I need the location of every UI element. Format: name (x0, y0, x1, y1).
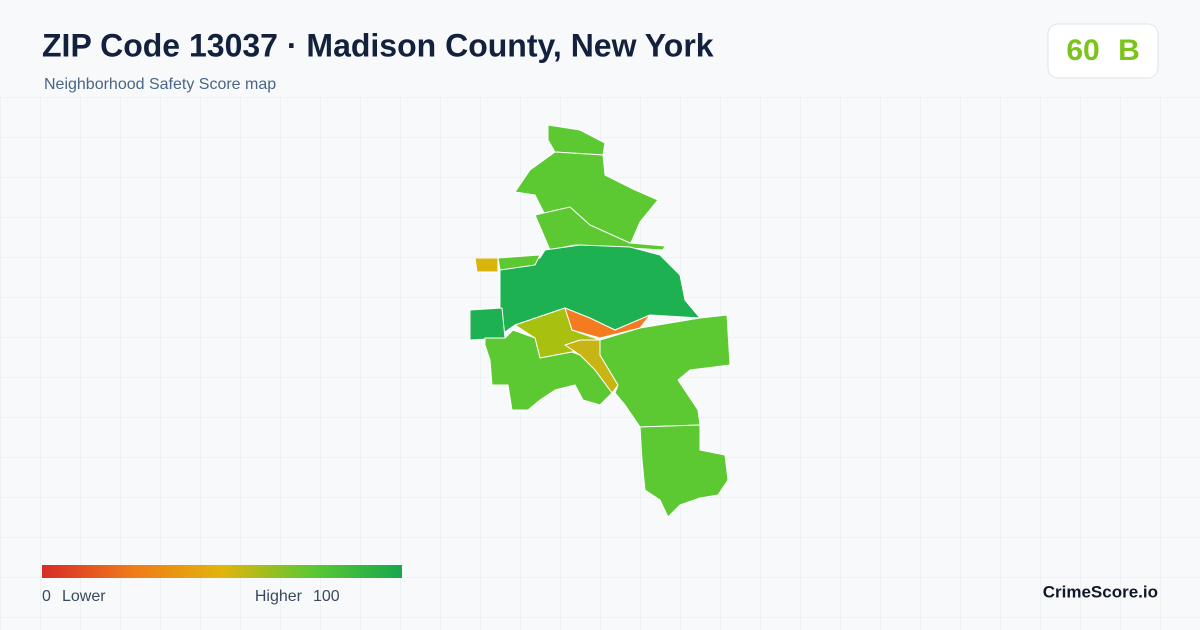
map (469, 124, 731, 518)
score-value: 60 (1066, 34, 1099, 67)
area (469, 307, 506, 341)
area (499, 244, 701, 341)
area (639, 424, 729, 518)
area (599, 314, 731, 428)
area (474, 257, 499, 273)
legend-scale (42, 565, 402, 578)
legend-max: 100 (313, 588, 340, 605)
subtitle: Neighborhood Safety Score map (44, 76, 276, 93)
brand: CrimeScore.io (1043, 582, 1158, 601)
legend-min-label: Lower (62, 588, 106, 605)
legend-min: 0 (42, 588, 51, 605)
score-grade: B (1118, 34, 1140, 67)
title: ZIP Code 13037 · Madison County, New Yor… (42, 27, 714, 63)
area (497, 254, 541, 271)
area (484, 329, 613, 411)
area (564, 307, 651, 339)
score-box (1047, 23, 1159, 79)
legend-max-label: Higher (255, 588, 303, 605)
